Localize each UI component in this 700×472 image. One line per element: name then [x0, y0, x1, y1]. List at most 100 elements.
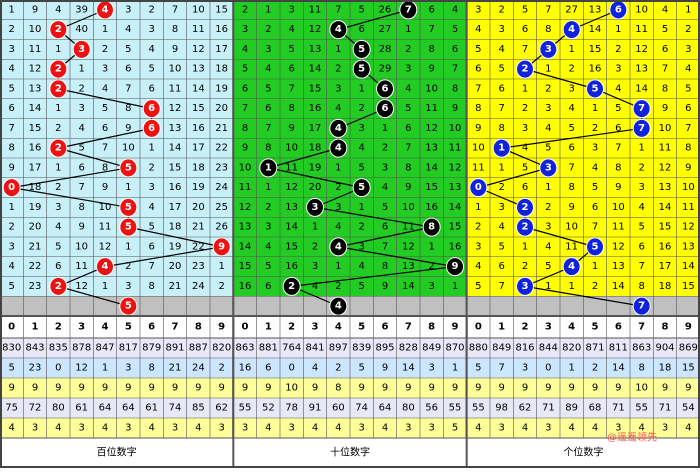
- ball-number: 0: [8, 182, 15, 193]
- ball: [329, 20, 348, 40]
- stat-value: 9: [242, 383, 248, 394]
- cell-value: 13: [589, 4, 602, 15]
- cell-value: 1: [55, 44, 61, 55]
- cell-value: 4: [125, 24, 131, 35]
- stat-value: 9: [498, 383, 504, 394]
- cell-value: 3: [358, 241, 364, 252]
- digit-header: 6: [148, 322, 155, 333]
- cell-value: 5: [358, 281, 364, 292]
- cell-value: 2: [638, 162, 644, 173]
- cell-value: 4: [358, 143, 364, 154]
- cell-value: 2: [615, 44, 621, 55]
- cell-value: 2: [428, 261, 434, 272]
- stat-value: 4: [195, 423, 201, 434]
- stat-value: 835: [49, 343, 68, 354]
- digit-header: 4: [568, 322, 575, 333]
- cell-value: 4: [382, 182, 388, 193]
- cell-value: 1: [335, 261, 341, 272]
- trend-line: [11, 9, 222, 307]
- cell-value: 6: [522, 182, 528, 193]
- digit-header: 5: [592, 322, 599, 333]
- stat-value: 6: [265, 363, 271, 374]
- cell-value: 3: [428, 281, 434, 292]
- cell-value: 8: [475, 103, 481, 114]
- cell-value: 8: [452, 83, 458, 94]
- cell-value: 5: [405, 103, 411, 114]
- stat-value: 4: [148, 423, 154, 434]
- ball-number: 5: [125, 222, 132, 233]
- stat-value: 4: [592, 423, 598, 434]
- cell-value: 5: [148, 64, 154, 75]
- stat-value: 91: [309, 403, 322, 414]
- ball-number: 9: [452, 261, 459, 272]
- cell-value: 6: [358, 24, 364, 35]
- cell-value: 7: [475, 83, 481, 94]
- cell-value: 2: [592, 281, 598, 292]
- cell-value: 2: [265, 202, 271, 213]
- cell-value: 10: [239, 162, 252, 173]
- stat-value: 9: [475, 383, 481, 394]
- cell-value: 1: [545, 281, 551, 292]
- cell-value: 6: [498, 261, 504, 272]
- cell-value: 6: [638, 241, 644, 252]
- cell-value: 1: [55, 103, 61, 114]
- stat-value: 1: [452, 363, 458, 374]
- cell-value: 5: [358, 162, 364, 173]
- stat-value: 8: [148, 363, 154, 374]
- ball: [422, 217, 441, 237]
- stat-value: 16: [239, 363, 252, 374]
- cell-value: 13: [239, 222, 252, 233]
- cell-value: 13: [635, 64, 648, 75]
- ball-number: 2: [55, 24, 62, 35]
- ball: [446, 257, 464, 277]
- stat-value: 5: [358, 363, 364, 374]
- ball: [119, 158, 138, 178]
- digit-header: 3: [545, 322, 552, 333]
- stat-value: 4: [522, 423, 528, 434]
- stat-value: 3: [218, 423, 224, 434]
- cell-value: 11: [612, 222, 625, 233]
- cell-value: 21: [215, 123, 228, 134]
- ball-number: 5: [592, 83, 599, 94]
- cell-value: 8: [382, 261, 388, 272]
- cell-value: 2: [358, 222, 364, 233]
- cell-value: 1: [358, 83, 364, 94]
- cell-value: 3: [498, 202, 504, 213]
- cell-value: 20: [215, 103, 228, 114]
- cell-value: 2: [358, 103, 364, 114]
- ball-number: 1: [498, 143, 505, 154]
- cell-value: 9: [8, 162, 14, 173]
- ball: [632, 118, 651, 138]
- stat-value: 4: [685, 423, 691, 434]
- stat-value: 9: [428, 383, 434, 394]
- stat-value: 55: [472, 403, 485, 414]
- ball-number: 3: [522, 281, 529, 292]
- cell-value: 13: [309, 44, 322, 55]
- stat-value: 9: [592, 383, 598, 394]
- cell-value: 12: [402, 241, 415, 252]
- ball-number: 0: [475, 182, 482, 193]
- cell-value: 5: [265, 83, 271, 94]
- cell-value: 17: [29, 162, 42, 173]
- cell-value: 5: [498, 64, 504, 75]
- cell-value: 4: [545, 123, 551, 134]
- stat-value: 4: [335, 423, 341, 434]
- ball-number: 8: [428, 222, 435, 233]
- cell-value: 23: [29, 281, 42, 292]
- ball-number: 5: [592, 241, 599, 252]
- cell-value: 3: [405, 64, 411, 75]
- cell-value: 16: [169, 182, 182, 193]
- cell-value: 1: [685, 4, 691, 15]
- cell-value: 1: [498, 162, 504, 173]
- cell-value: 4: [405, 83, 411, 94]
- cell-value: 9: [405, 182, 411, 193]
- cell-value: 5: [242, 64, 248, 75]
- cell-value: 8: [265, 143, 271, 154]
- cell-value: 8: [405, 162, 411, 173]
- cell-value: 14: [402, 281, 415, 292]
- cell-value: 20: [309, 182, 322, 193]
- ball: [539, 39, 558, 59]
- cell-value: 5: [615, 103, 621, 114]
- cell-value: 5: [78, 143, 84, 154]
